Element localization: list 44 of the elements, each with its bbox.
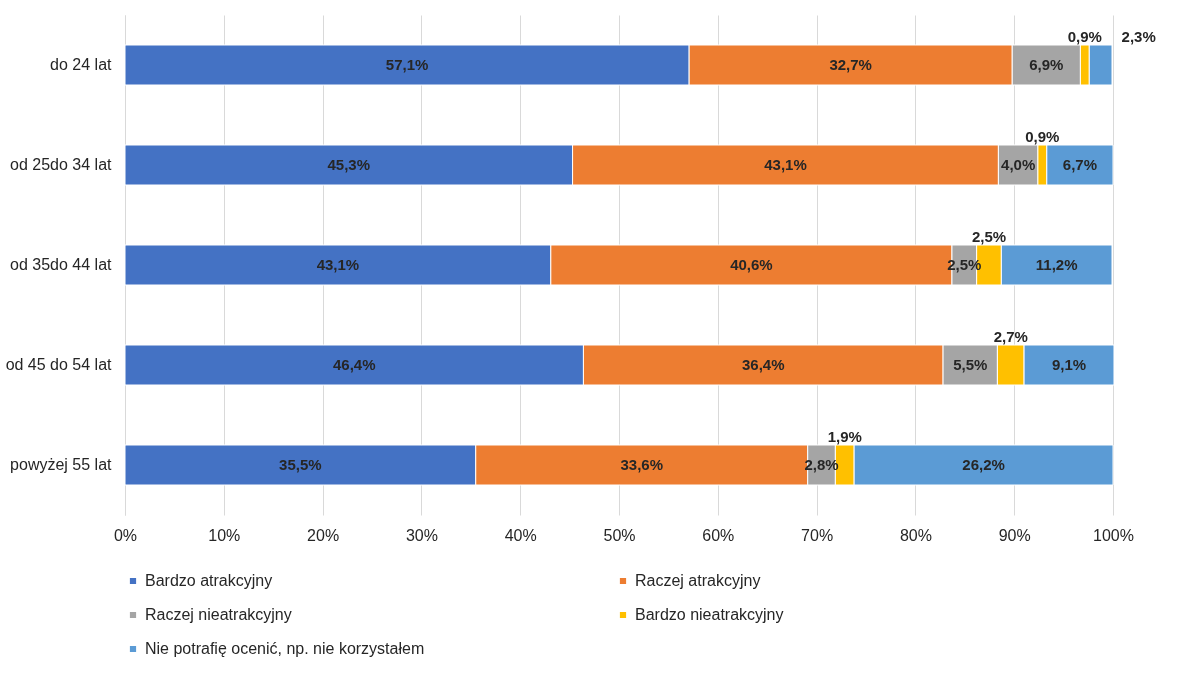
data-label: 2,5% xyxy=(971,228,1007,245)
data-label: 36,4% xyxy=(741,356,785,373)
data-label: 9,1% xyxy=(1051,356,1087,373)
y-tick-label: powyżej 55 lat xyxy=(10,456,113,473)
data-label: 26,2% xyxy=(962,456,1005,473)
data-label: 45,3% xyxy=(327,156,371,173)
data-label: 1,9% xyxy=(827,428,862,445)
legend-label: Nie potrafię ocenić, np. nie korzystałem xyxy=(145,640,425,657)
data-label: 2,3% xyxy=(1121,28,1156,45)
x-tick-label: 10% xyxy=(208,526,241,544)
data-label: 43,1% xyxy=(316,256,360,273)
y-tick-label: od 45 do 54 lat xyxy=(5,356,113,373)
data-label: 6,9% xyxy=(1029,56,1064,73)
x-tick-label: 70% xyxy=(801,526,834,544)
data-label: 5,5% xyxy=(953,356,988,373)
data-label: 6,7% xyxy=(1062,156,1097,173)
y-tick-label: od 35do 44 lat xyxy=(10,256,113,273)
data-label: 32,7% xyxy=(829,56,872,73)
data-label: 46,4% xyxy=(332,356,376,373)
x-tick-label: 40% xyxy=(504,526,537,544)
data-label: 40,6% xyxy=(730,256,773,273)
x-tick-label: 20% xyxy=(307,526,340,544)
y-tick-label: do 24 lat xyxy=(50,56,113,73)
x-tick-label: 60% xyxy=(702,526,735,544)
data-label: 0,9% xyxy=(1025,128,1060,145)
legend-label: Bardzo atrakcyjny xyxy=(145,572,273,589)
x-tick-label: 100% xyxy=(1093,526,1134,544)
x-tick-label: 30% xyxy=(405,526,438,544)
x-tick-label: 90% xyxy=(998,526,1031,544)
data-label: 35,5% xyxy=(279,456,322,473)
data-label: 33,6% xyxy=(620,456,663,473)
x-tick-label: 0% xyxy=(113,526,138,544)
data-label: 11,2% xyxy=(1035,256,1078,273)
data-label: 2,7% xyxy=(993,328,1028,345)
data-label: 43,1% xyxy=(764,156,807,173)
x-tick-label: 50% xyxy=(603,526,636,544)
data-label: 0,9% xyxy=(1067,28,1102,45)
data-label: 57,1% xyxy=(385,56,429,73)
data-label: 4,0% xyxy=(1001,156,1036,173)
legend-label: Bardzo nieatrakcyjny xyxy=(635,606,784,623)
y-tick-label: od 25do 34 lat xyxy=(10,156,113,173)
legend-label: Raczej nieatrakcyjny xyxy=(145,606,292,623)
x-tick-label: 80% xyxy=(899,526,932,544)
legend-label: Raczej atrakcyjny xyxy=(635,572,761,589)
